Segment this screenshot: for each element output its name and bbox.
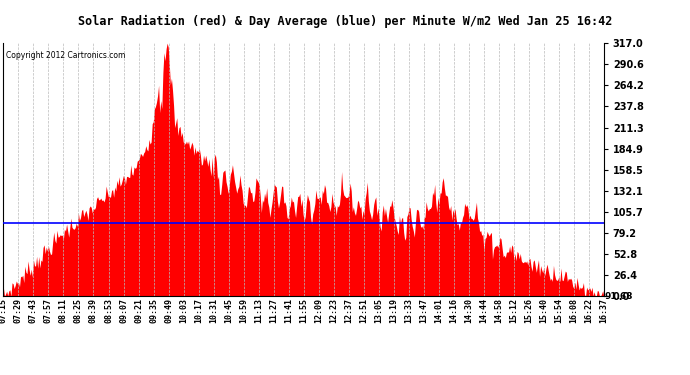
Text: 15:40: 15:40 xyxy=(539,298,549,323)
Text: 15:12: 15:12 xyxy=(509,298,518,323)
Text: 13:33: 13:33 xyxy=(404,298,413,323)
Text: 14:44: 14:44 xyxy=(479,298,489,323)
Text: 14:16: 14:16 xyxy=(449,298,458,323)
Text: 11:27: 11:27 xyxy=(269,298,278,323)
Text: 14:58: 14:58 xyxy=(494,298,503,323)
Text: 13:19: 13:19 xyxy=(389,298,398,323)
Text: 91.68: 91.68 xyxy=(605,291,633,300)
Text: 16:08: 16:08 xyxy=(569,298,578,323)
Text: 12:37: 12:37 xyxy=(344,298,353,323)
Text: 07:15: 07:15 xyxy=(0,298,8,323)
Text: 12:09: 12:09 xyxy=(314,298,323,323)
Text: 10:45: 10:45 xyxy=(224,298,233,323)
Text: 07:29: 07:29 xyxy=(14,298,23,323)
Text: 10:31: 10:31 xyxy=(209,298,218,323)
Text: 15:26: 15:26 xyxy=(524,298,533,323)
Text: 15:54: 15:54 xyxy=(554,298,563,323)
Text: 08:53: 08:53 xyxy=(104,298,113,323)
Text: Solar Radiation (red) & Day Average (blue) per Minute W/m2 Wed Jan 25 16:42: Solar Radiation (red) & Day Average (blu… xyxy=(78,15,612,28)
Text: 12:51: 12:51 xyxy=(359,298,368,323)
Text: 07:43: 07:43 xyxy=(29,298,38,323)
Text: Copyright 2012 Cartronics.com: Copyright 2012 Cartronics.com xyxy=(6,51,126,60)
Text: 09:21: 09:21 xyxy=(134,298,143,323)
Text: 16:22: 16:22 xyxy=(584,298,593,323)
Text: 12:23: 12:23 xyxy=(329,298,338,323)
Text: 08:25: 08:25 xyxy=(74,298,83,323)
Text: 13:05: 13:05 xyxy=(374,298,383,323)
Text: 11:55: 11:55 xyxy=(299,298,308,323)
Text: 10:59: 10:59 xyxy=(239,298,248,323)
Text: 07:57: 07:57 xyxy=(44,298,53,323)
Text: 09:49: 09:49 xyxy=(164,298,173,323)
Text: 09:35: 09:35 xyxy=(149,298,158,323)
Text: 10:03: 10:03 xyxy=(179,298,188,323)
Text: 14:30: 14:30 xyxy=(464,298,473,323)
Text: 08:39: 08:39 xyxy=(89,298,98,323)
Text: 14:01: 14:01 xyxy=(434,298,443,323)
Text: 10:17: 10:17 xyxy=(194,298,203,323)
Text: 11:13: 11:13 xyxy=(254,298,263,323)
Text: 11:41: 11:41 xyxy=(284,298,293,323)
Text: 09:07: 09:07 xyxy=(119,298,128,323)
Text: 08:11: 08:11 xyxy=(59,298,68,323)
Text: 16:37: 16:37 xyxy=(599,298,609,323)
Text: 13:47: 13:47 xyxy=(419,298,428,323)
